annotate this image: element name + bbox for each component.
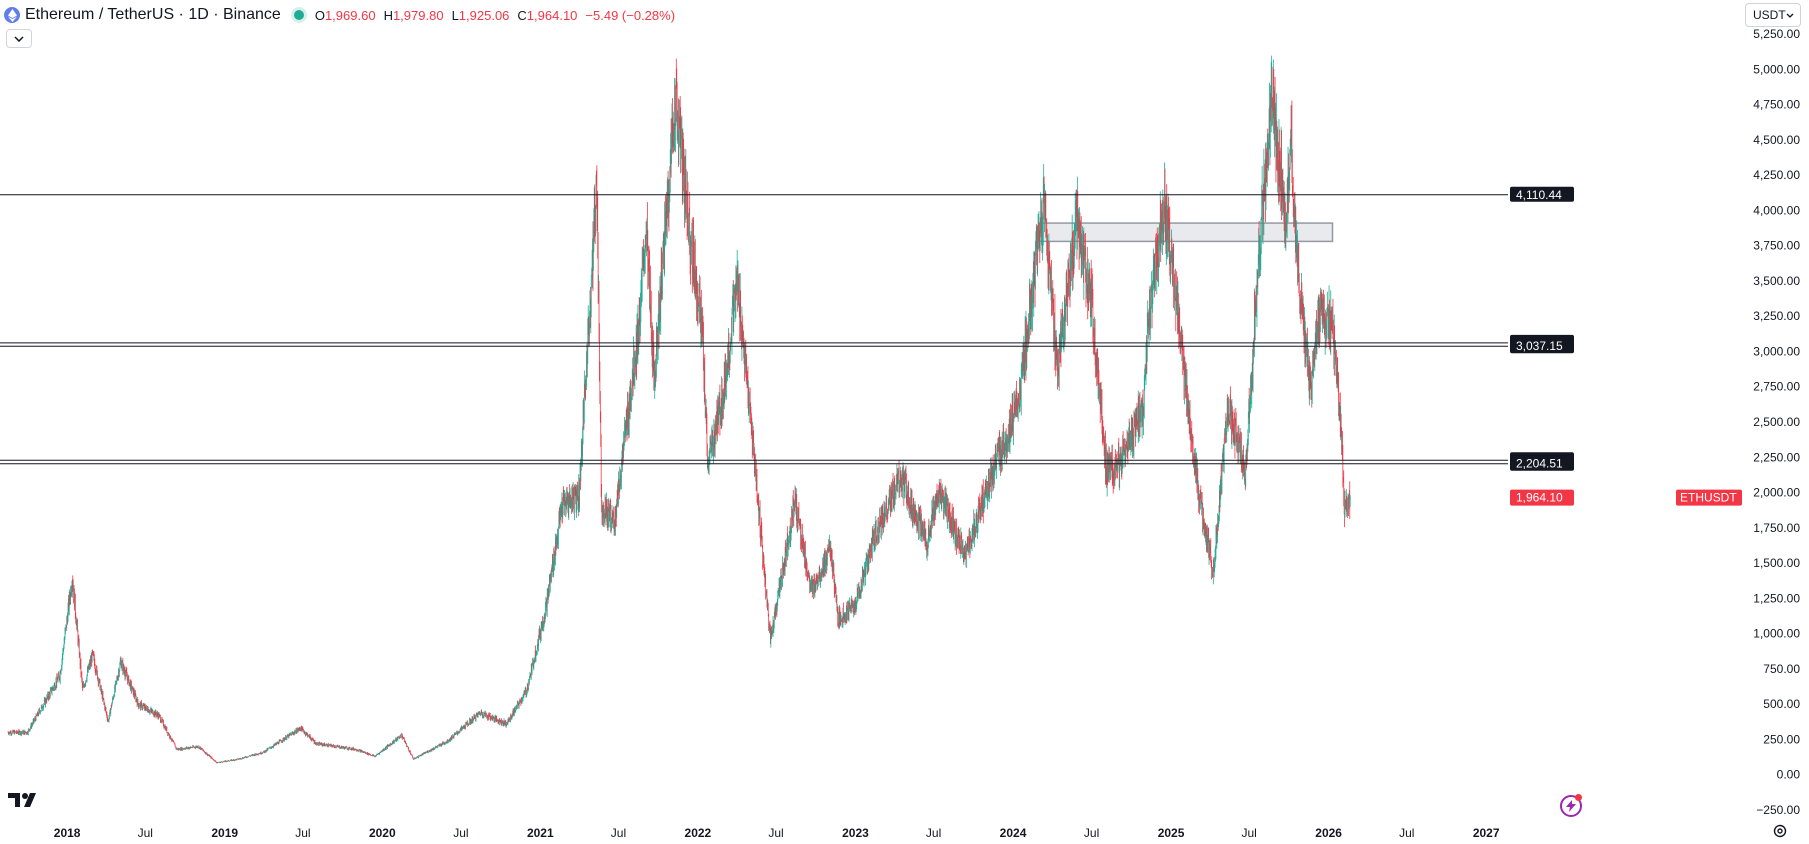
x-tick-label: Jul [926, 826, 941, 840]
y-tick-label: 4,750.00 [1753, 98, 1800, 112]
y-tick-label: 3,750.00 [1753, 239, 1800, 253]
y-tick-label: 5,000.00 [1753, 62, 1800, 76]
gear-icon[interactable] [1772, 823, 1788, 844]
chevron-down-icon [14, 35, 24, 42]
y-tick-label: 4,000.00 [1753, 203, 1800, 217]
chevron-down-icon [1786, 13, 1794, 18]
y-tick-label: 2,750.00 [1753, 380, 1800, 394]
y-tick-label: 1,000.00 [1753, 627, 1800, 641]
y-tick-label: 4,250.00 [1753, 168, 1800, 182]
y-tick-label: −250.00 [1756, 803, 1800, 817]
svg-text:4,110.44: 4,110.44 [1516, 188, 1562, 202]
x-tick-label: 2019 [211, 826, 238, 840]
low-value: L1,925.06 [451, 7, 510, 23]
x-tick-label: Jul [453, 826, 468, 840]
x-tick-label: 2026 [1315, 826, 1342, 840]
lightning-icon[interactable] [1560, 795, 1582, 817]
ethereum-icon [4, 7, 20, 23]
currency-select[interactable]: USDT [1745, 3, 1801, 27]
horizontal-level-label: 3,037.15 [1510, 338, 1574, 354]
symbol-title[interactable]: Ethereum / TetherUS · 1D · Binance [25, 6, 281, 23]
candlestick-series [7, 55, 1351, 764]
y-tick-label: 250.00 [1763, 732, 1800, 746]
x-tick-label: Jul [768, 826, 783, 840]
symbol-price-tag: ETHUSDT [1676, 489, 1742, 506]
open-value: O1,969.60 [314, 7, 376, 23]
horizontal-level-label: 2,204.51 [1510, 455, 1574, 471]
x-tick-label: Jul [611, 826, 626, 840]
y-tick-label: 0.00 [1777, 768, 1801, 782]
x-tick-label: 2020 [369, 826, 396, 840]
svg-text:ETHUSDT: ETHUSDT [1680, 491, 1737, 505]
x-tick-label: 2022 [685, 826, 712, 840]
market-status-dot[interactable] [290, 7, 307, 23]
notification-dot [1575, 794, 1582, 801]
y-tick-label: 3,250.00 [1753, 309, 1800, 323]
y-tick-label: 750.00 [1763, 662, 1800, 676]
x-tick-label: 2024 [1000, 826, 1027, 840]
x-tick-label: 2018 [54, 826, 81, 840]
collapse-legend-button[interactable] [6, 29, 32, 48]
price-axis: 5,250.00 5,000.00 4,750.00 4,500.00 4,250.00… [1510, 27, 1800, 817]
y-tick-label: 1,250.00 [1753, 591, 1800, 605]
y-tick-label: 3,500.00 [1753, 274, 1800, 288]
x-tick-label: 2021 [527, 826, 554, 840]
y-tick-label: 1,500.00 [1753, 556, 1800, 570]
y-tick-label: 4,500.00 [1753, 133, 1800, 147]
currency-label: USDT [1753, 8, 1786, 22]
close-value: C1,964.10 [517, 7, 578, 23]
y-tick-label: 2,000.00 [1753, 486, 1800, 500]
change-value: −5.49 (−0.28%) [585, 7, 676, 23]
y-tick-label: 3,000.00 [1753, 344, 1800, 358]
y-tick-label: 2,250.00 [1753, 450, 1800, 464]
time-axis: 2018 Jul 2019 Jul 2020 Jul 2021 Jul 2022 Jul 2023 J… [54, 826, 1500, 840]
y-tick-label: 500.00 [1763, 697, 1800, 711]
x-tick-label: 2027 [1473, 826, 1500, 840]
svg-text:1,964.10: 1,964.10 [1516, 491, 1563, 505]
svg-text:3,037.15: 3,037.15 [1516, 339, 1563, 353]
x-tick-label: Jul [295, 826, 310, 840]
x-tick-label: 2023 [842, 826, 869, 840]
x-tick-label: 2025 [1158, 826, 1185, 840]
high-value: H1,979.80 [383, 7, 444, 23]
x-tick-label: Jul [1399, 826, 1414, 840]
symbol-legend: Ethereum / TetherUS · 1D · Binance O1,96… [4, 4, 675, 26]
svg-text:2,204.51: 2,204.51 [1516, 457, 1563, 471]
tradingview-logo[interactable] [8, 789, 42, 815]
x-tick-label: Jul [1242, 826, 1257, 840]
y-tick-label: 5,250.00 [1753, 27, 1800, 41]
y-tick-label: 2,500.00 [1753, 415, 1800, 429]
y-tick-label: 1,750.00 [1753, 521, 1800, 535]
horizontal-level-label: 4,110.44 [1510, 186, 1574, 202]
x-tick-label: Jul [138, 826, 153, 840]
x-tick-label: Jul [1084, 826, 1099, 840]
current-price-label: 1,964.10 [1510, 489, 1574, 506]
